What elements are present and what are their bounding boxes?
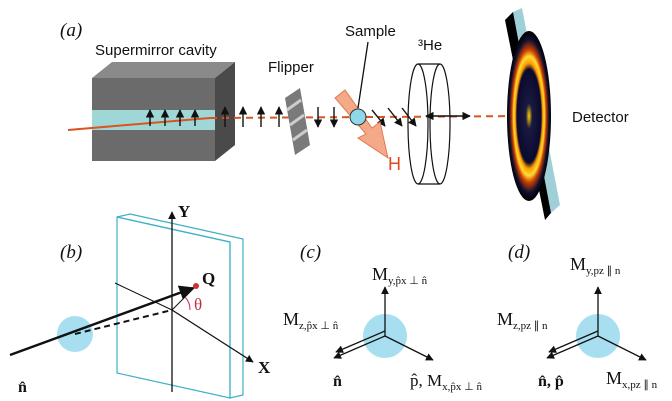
m-z-label: Mz,pz ∥ n [497, 309, 548, 332]
x-axis-label: X [258, 358, 271, 377]
pointer [358, 42, 368, 108]
m-x-label: p̂, Mx,p̂x ⊥ n̂ [410, 371, 482, 393]
q-label: Q [202, 269, 215, 288]
subscript: y,p̂x ⊥ n̂ [388, 275, 428, 287]
figure: (a) Supermirror cavity Flipper H Sample … [0, 0, 672, 401]
he3-label: ³He [418, 37, 442, 54]
q-line [172, 286, 196, 310]
subscript: z,p̂x ⊥ n̂ [299, 320, 339, 332]
symbol: M [606, 368, 622, 388]
n-label: n̂ [18, 379, 27, 396]
subscript: y,pz ∥ n [586, 265, 621, 277]
panel-label: (d) [508, 242, 530, 263]
m-y-label: My,p̂x ⊥ n̂ [372, 264, 428, 287]
incident-beam [10, 288, 193, 355]
cavity-label: Supermirror cavity [95, 42, 217, 59]
angle-arc [185, 297, 190, 310]
detector-plane [117, 214, 243, 398]
subscript: x,p̂x ⊥ n̂ [442, 381, 482, 393]
panel-label: (b) [60, 242, 82, 263]
beam [210, 116, 535, 118]
symbol: M [283, 309, 299, 329]
sample-label: Sample [345, 23, 396, 40]
panel-label: (a) [60, 20, 82, 41]
subscript: x,pz ∥ n [622, 379, 658, 391]
detector [505, 8, 560, 220]
y-axis-label: Y [178, 202, 190, 221]
symbol: M [570, 254, 586, 274]
n-p-label: n̂, p̂ [538, 373, 564, 390]
x-axis [172, 310, 253, 362]
cavity [92, 62, 235, 161]
symbol: M [372, 264, 388, 284]
sample [350, 109, 366, 125]
flipper-label: Flipper [268, 59, 314, 76]
m-z-label: Mz,p̂x ⊥ n̂ [283, 309, 339, 332]
n-label: n̂ [333, 373, 342, 390]
m-x-label: Mx,pz ∥ n [606, 368, 658, 391]
field-label: H [388, 154, 401, 174]
panel-label: (c) [300, 242, 321, 263]
detector-label: Detector [572, 109, 629, 126]
prefix: p̂, M [410, 371, 442, 390]
symbol: M [497, 309, 513, 329]
subscript: z,pz ∥ n [513, 320, 548, 332]
m-y-label: My,pz ∥ n [570, 254, 621, 277]
q-point [193, 283, 199, 289]
angle-label: θ [194, 295, 202, 314]
flipper [285, 88, 310, 155]
